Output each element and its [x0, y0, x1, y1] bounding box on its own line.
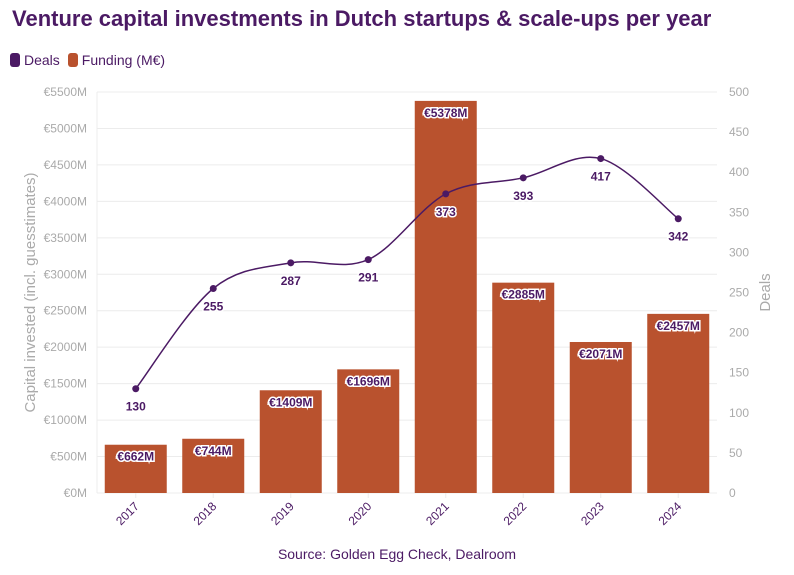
bar-data-label: €1409M	[269, 395, 312, 409]
y-tick-label: €500M	[50, 450, 87, 464]
bar	[647, 313, 710, 493]
y-tick-label: €1000M	[44, 413, 87, 427]
bar-data-label: €2885M	[502, 288, 545, 302]
y-tick-label: €4000M	[44, 194, 87, 208]
bar	[104, 444, 167, 493]
y-tick-label: €5000M	[44, 121, 87, 135]
legend-funding-label: Funding (M€)	[81, 52, 166, 68]
x-tick-label: 2020	[346, 499, 375, 528]
bar	[569, 342, 632, 493]
deals-point	[442, 190, 450, 198]
bar-data-label: €2457M	[657, 319, 700, 333]
deals-data-label: 373	[436, 205, 456, 219]
bar	[492, 282, 555, 493]
deals-data-label: 130	[126, 400, 146, 414]
y2-tick-label: 500	[729, 85, 749, 99]
x-tick-label: 2024	[656, 499, 685, 528]
y-tick-label: €2000M	[44, 340, 87, 354]
deals-data-label: 417	[591, 170, 611, 184]
y2-tick-label: 100	[729, 406, 749, 420]
x-tick-label: 2017	[113, 499, 142, 528]
funding-swatch	[67, 53, 78, 67]
deals-data-label: 291	[358, 271, 378, 285]
x-tick-label: 2021	[423, 499, 452, 528]
y2-tick-label: 200	[729, 326, 749, 340]
y2-tick-label: 250	[729, 286, 749, 300]
deals-data-label: 287	[281, 274, 301, 288]
bar	[259, 390, 322, 493]
y-tick-label: €0M	[64, 486, 87, 500]
deals-swatch	[10, 53, 20, 67]
deals-point	[597, 155, 605, 163]
legend: Deals Funding (M€)	[10, 52, 165, 68]
deals-data-label: 342	[668, 230, 688, 244]
y2-tick-label: 50	[729, 446, 743, 460]
legend-deals[interactable]: Deals	[10, 52, 60, 68]
deals-point	[519, 174, 527, 182]
bar-data-label: €5378M	[424, 106, 467, 120]
x-tick-label: 2023	[578, 499, 607, 528]
legend-funding[interactable]: Funding (M€)	[67, 52, 166, 68]
y2-tick-label: 300	[729, 245, 749, 259]
bar-data-label: €744M	[195, 444, 232, 458]
deals-point	[364, 256, 372, 264]
deals-point	[674, 215, 682, 223]
y2-axis-title: Deals	[757, 273, 774, 311]
bar	[182, 438, 245, 493]
chart-title: Venture capital investments in Dutch sta…	[12, 6, 712, 31]
deals-data-label: 255	[203, 299, 223, 313]
bar-data-label: €1696M	[347, 374, 390, 388]
y-tick-label: €5500M	[44, 85, 87, 99]
y-tick-label: €3500M	[44, 231, 87, 245]
bar	[337, 369, 400, 493]
deals-point	[287, 259, 295, 267]
source-note: Source: Golden Egg Check, Dealroom	[277, 546, 517, 562]
y2-tick-label: 400	[729, 165, 749, 179]
bar-data-label: €2071M	[579, 347, 622, 361]
y-axis-title: Capital invested (incl. guesstimates)	[22, 172, 39, 412]
x-tick-label: 2018	[191, 499, 220, 528]
y2-tick-label: 150	[729, 366, 749, 380]
bar-data-label: €662M	[117, 450, 154, 464]
y-tick-label: €1500M	[44, 377, 87, 391]
legend-deals-label: Deals	[24, 52, 60, 68]
y2-tick-label: 350	[729, 205, 749, 219]
deals-data-label: 393	[513, 189, 533, 203]
y2-tick-label: 0	[729, 486, 736, 500]
x-tick-label: 2019	[268, 499, 297, 528]
deals-point	[209, 284, 217, 292]
x-tick-label: 2022	[501, 499, 530, 528]
y-tick-label: €3000M	[44, 267, 87, 281]
y-tick-label: €2500M	[44, 304, 87, 318]
bar	[414, 100, 477, 494]
y-tick-label: €4500M	[44, 158, 87, 172]
y2-tick-label: 450	[729, 125, 749, 139]
deals-point	[132, 385, 140, 393]
